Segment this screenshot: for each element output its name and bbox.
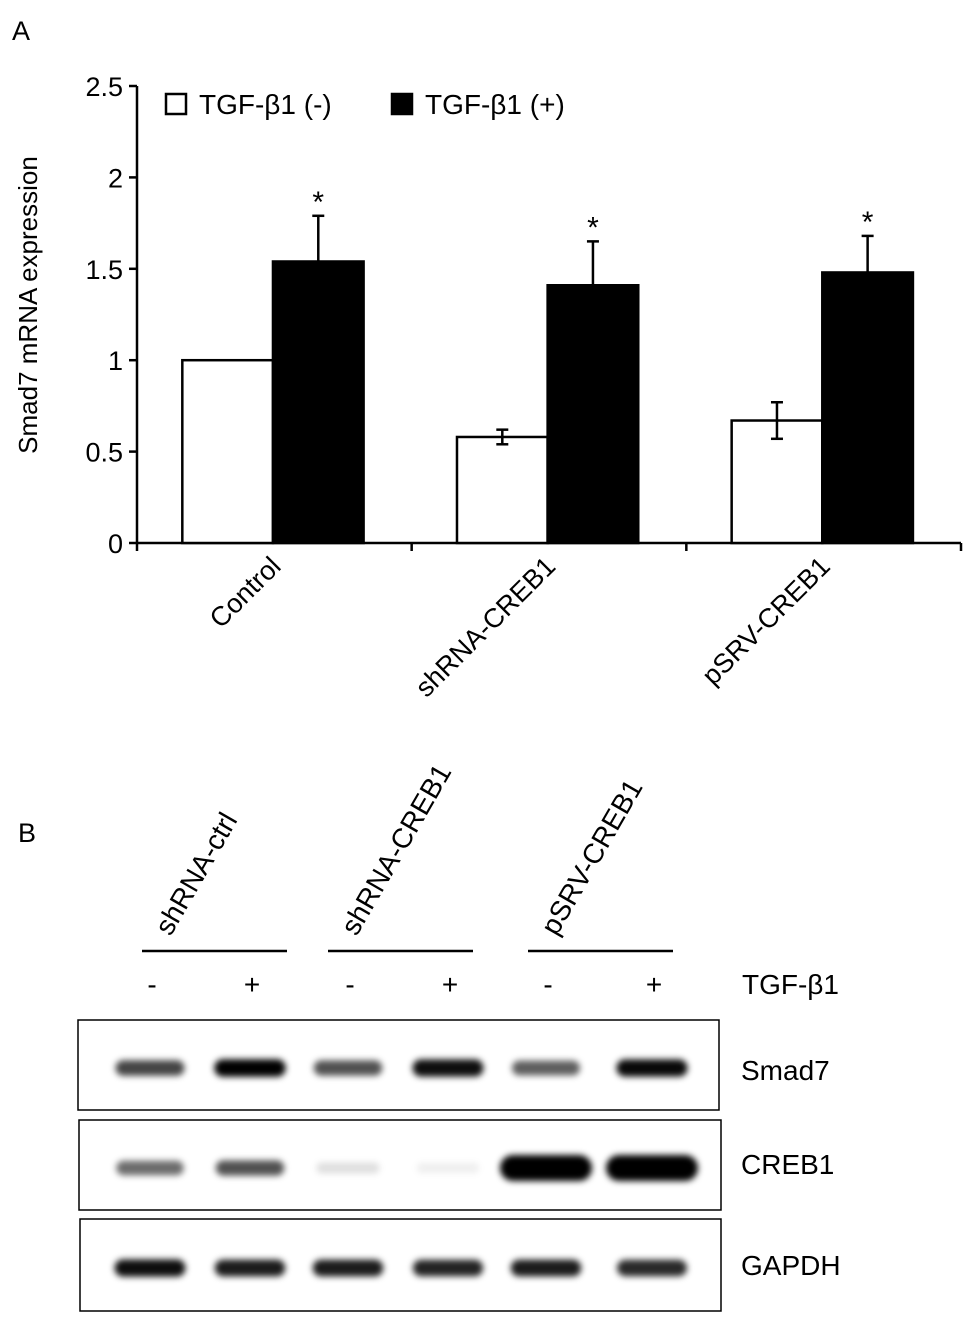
group-label: pSRV-CREB1 xyxy=(535,774,649,940)
blot-band xyxy=(616,1059,688,1077)
group-label: shRNA-CREB1 xyxy=(335,759,458,940)
bar-chart: Smad7 mRNA expression 0 0.5 1 1.5 2 2.5 * * * C… xyxy=(13,72,963,703)
significance-mark: * xyxy=(862,206,874,239)
y-tick-label: 0 xyxy=(108,529,123,559)
legend-swatch-tgf-plus xyxy=(390,92,414,116)
blot-band xyxy=(606,1155,698,1181)
blot-band xyxy=(114,1259,186,1277)
y-tick-label: 2.5 xyxy=(85,72,123,102)
bar xyxy=(455,435,549,545)
blot-band xyxy=(316,1162,380,1174)
bar xyxy=(546,284,640,545)
category-label: pSRV-CREB1 xyxy=(696,551,836,691)
error-bars xyxy=(312,214,874,446)
y-axis-ticks: 0 0.5 1 1.5 2 2.5 xyxy=(85,72,137,559)
category-label: shRNA-CREB1 xyxy=(410,551,562,703)
lane-sign: + xyxy=(646,969,662,1000)
legend-label-tgf-minus: TGF-β1 (-) xyxy=(199,89,332,120)
bars xyxy=(181,260,915,545)
bar xyxy=(730,419,824,545)
bar xyxy=(181,358,275,545)
blot-rows: Smad7 CREB1 GAPDH xyxy=(77,1019,841,1312)
blot-row-label: CREB1 xyxy=(741,1149,834,1180)
blot-band xyxy=(215,1160,285,1176)
category-labels: Control shRNA-CREB1 pSRV-CREB1 xyxy=(204,551,836,703)
western-blot: shRNA-ctrl shRNA-CREB1 pSRV-CREB1 TGF-β1 -… xyxy=(77,759,841,1312)
bar xyxy=(271,260,365,545)
legend-label-tgf-plus: TGF-β1 (+) xyxy=(425,89,565,120)
lane-sign: - xyxy=(345,969,354,1000)
blot-band xyxy=(617,1259,687,1277)
legend: TGF-β1 (-) TGF-β1 (+) xyxy=(164,89,565,120)
blot-row: GAPDH xyxy=(79,1218,841,1312)
blot-band xyxy=(512,1060,580,1076)
blot-band xyxy=(116,1160,184,1176)
group-label: shRNA-ctrl xyxy=(149,807,244,940)
significance-mark: * xyxy=(587,211,599,244)
y-tick-label: 1 xyxy=(108,346,123,376)
lane-sign: - xyxy=(543,969,552,1000)
blot-band xyxy=(510,1259,582,1277)
panel-label-b: B xyxy=(18,818,36,848)
y-tick-label: 1.5 xyxy=(85,255,123,285)
lane-sign: - xyxy=(147,969,156,1000)
blot-band xyxy=(313,1060,383,1076)
blot-band xyxy=(412,1059,484,1077)
blot-band xyxy=(115,1060,185,1076)
blot-row-label: GAPDH xyxy=(741,1250,841,1281)
treatment-label: TGF-β1 xyxy=(742,969,839,1000)
blot-membrane xyxy=(77,1019,720,1111)
blot-band xyxy=(312,1259,384,1277)
x-axis-ticks xyxy=(135,543,963,551)
blot-band xyxy=(214,1259,286,1277)
lane-signs: - + - + - + xyxy=(147,969,662,1000)
blot-band xyxy=(416,1162,480,1174)
significance-mark: * xyxy=(312,186,324,219)
blot-row: Smad7 xyxy=(77,1019,830,1111)
y-tick-label: 2 xyxy=(108,163,123,193)
y-axis-title: Smad7 mRNA expression xyxy=(13,156,43,454)
significance-marks: * * * xyxy=(312,186,873,245)
blot-band xyxy=(214,1059,286,1077)
y-tick-label: 0.5 xyxy=(85,438,123,468)
panel-label-a: A xyxy=(12,16,30,46)
blot-row-label: Smad7 xyxy=(741,1055,830,1086)
blot-membrane xyxy=(79,1218,722,1312)
blot-band xyxy=(412,1259,484,1277)
blot-row: CREB1 xyxy=(78,1119,834,1211)
blot-band xyxy=(500,1155,592,1181)
category-label: Control xyxy=(204,551,287,634)
lane-sign: + xyxy=(442,969,458,1000)
bar xyxy=(821,271,915,545)
blot-group-labels: shRNA-ctrl shRNA-CREB1 pSRV-CREB1 xyxy=(142,759,673,953)
lane-sign: + xyxy=(244,969,260,1000)
legend-swatch-tgf-minus xyxy=(164,92,188,116)
